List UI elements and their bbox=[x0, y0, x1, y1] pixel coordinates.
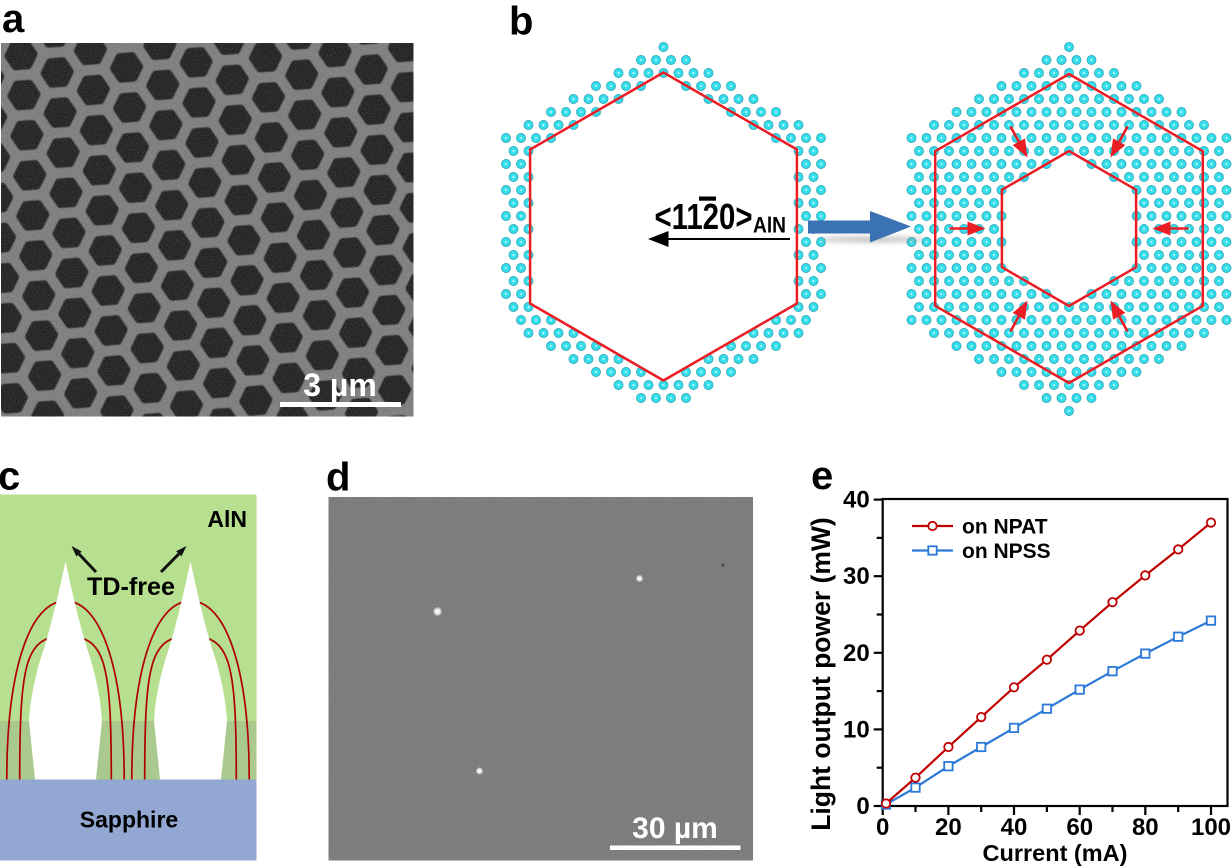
svg-text:c: c bbox=[0, 455, 20, 499]
svg-text:a: a bbox=[2, 0, 25, 41]
svg-text:Light output power (mW): Light output power (mW) bbox=[806, 517, 836, 831]
svg-text:Current (mA): Current (mA) bbox=[983, 840, 1128, 866]
svg-text:<1120>: <1120> bbox=[655, 196, 753, 237]
svg-text:Sapphire: Sapphire bbox=[80, 807, 178, 833]
svg-text:20: 20 bbox=[935, 814, 962, 841]
svg-text:40: 40 bbox=[1001, 814, 1028, 841]
svg-text:10: 10 bbox=[843, 716, 870, 743]
svg-text:40: 40 bbox=[843, 487, 870, 514]
svg-text:d: d bbox=[326, 456, 350, 500]
svg-text:20: 20 bbox=[843, 640, 870, 667]
svg-text:AlN: AlN bbox=[753, 213, 786, 238]
svg-text:AlN: AlN bbox=[207, 506, 247, 532]
svg-text:80: 80 bbox=[1132, 814, 1159, 841]
svg-text:3 µm: 3 µm bbox=[303, 367, 377, 403]
svg-text:e: e bbox=[811, 454, 833, 498]
svg-text:30 µm: 30 µm bbox=[632, 812, 718, 845]
svg-text:100: 100 bbox=[1191, 814, 1231, 841]
svg-text:60: 60 bbox=[1066, 814, 1093, 841]
svg-text:0: 0 bbox=[856, 793, 869, 820]
svg-text:on NPAT: on NPAT bbox=[962, 516, 1048, 539]
svg-text:TD-free: TD-free bbox=[87, 573, 175, 601]
svg-text:on NPSS: on NPSS bbox=[962, 540, 1051, 563]
svg-text:b: b bbox=[509, 0, 533, 44]
svg-text:0: 0 bbox=[876, 814, 889, 841]
svg-text:30: 30 bbox=[843, 563, 870, 590]
